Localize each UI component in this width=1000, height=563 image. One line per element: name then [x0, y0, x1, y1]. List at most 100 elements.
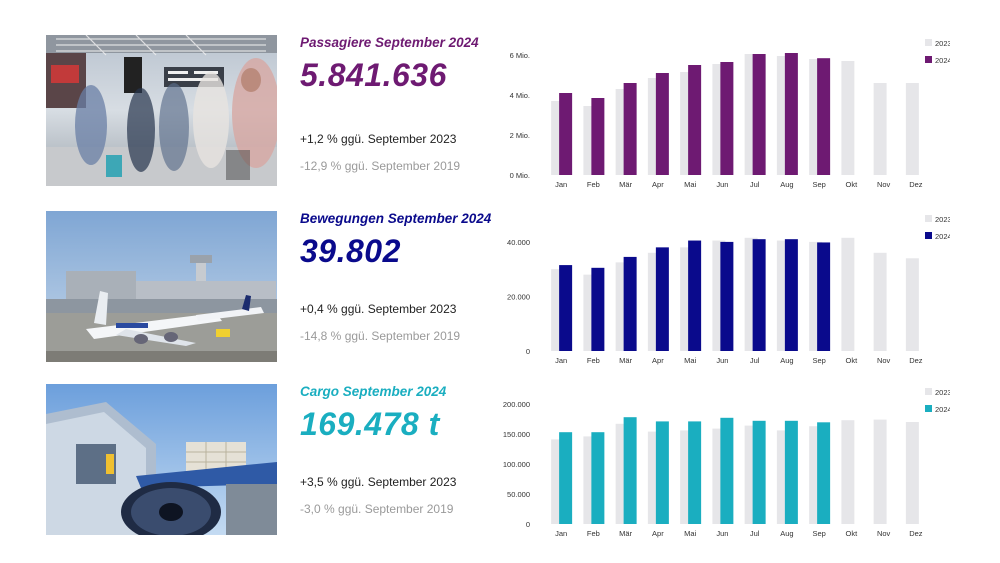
- bar-2024-Jun: [720, 417, 734, 524]
- x-tick-label: Mai: [684, 529, 696, 538]
- x-tick-label: Nov: [877, 529, 891, 538]
- passengers-cmp-2023: +1,2 % ggü. September 2023: [300, 132, 457, 146]
- bar-2024-Sep: [817, 422, 831, 524]
- x-tick-label: Jan: [555, 529, 567, 538]
- x-tick-label: Jul: [750, 180, 760, 189]
- bar-2024-Feb: [591, 432, 605, 524]
- bar-2023-Okt: [841, 420, 855, 524]
- bar-2024-Jun: [720, 241, 734, 351]
- x-tick-label: Sep: [812, 529, 825, 538]
- bar-2024-Jul: [752, 239, 766, 351]
- cargo-loading-photo: [46, 384, 277, 535]
- bar-2024-Mai: [688, 421, 702, 524]
- y-tick-label: 20.000: [507, 292, 530, 301]
- x-tick-label: Feb: [587, 356, 600, 365]
- movements-title: Bewegungen September 2024: [300, 211, 492, 226]
- bar-2023-Dez: [905, 422, 919, 524]
- y-tick-label: 40.000: [507, 238, 530, 247]
- cargo-cmp-2023: +3,5 % ggü. September 2023: [300, 475, 457, 489]
- bar-2023-Dez: [905, 258, 919, 351]
- aircraft-apron-photo: [46, 211, 277, 362]
- x-tick-label: Mai: [684, 356, 696, 365]
- bar-2024-Mär: [623, 256, 637, 351]
- y-tick-label: 100.000: [503, 460, 530, 469]
- airport-terminal-photo: [46, 35, 277, 186]
- x-tick-label: Sep: [812, 180, 825, 189]
- x-tick-label: Mai: [684, 180, 696, 189]
- bar-2024-Jul: [752, 54, 766, 175]
- bar-2023-Okt: [841, 237, 855, 351]
- bar-2024-Mai: [688, 240, 702, 351]
- bar-2024-Aug: [784, 239, 798, 351]
- legend-label: 2023: [935, 39, 950, 48]
- passengers-title: Passagiere September 2024: [300, 35, 479, 50]
- movements-cmp-2019: -14,8 % ggü. September 2019: [300, 329, 461, 343]
- legend-label: 2023: [935, 215, 950, 224]
- x-tick-label: Dez: [909, 529, 923, 538]
- y-tick-label: 2 Mio.: [510, 131, 530, 140]
- cargo-cmp-2019: -3,0 % ggü. September 2019: [300, 502, 454, 516]
- cargo-value: 169.478 t: [300, 406, 440, 442]
- x-tick-label: Dez: [909, 180, 923, 189]
- bar-2024-Feb: [591, 267, 605, 351]
- y-tick-label: 150.000: [503, 430, 530, 439]
- movements-chart: 0 20.000 40.000 Jan Feb Mär Apr Mai Jun Jul Aug Sep…: [507, 215, 950, 365]
- passengers-chart: 0 Mio. 2 Mio. 4 Mio. 6 Mio. Jan Feb Mär Apr Mai J…: [510, 39, 950, 189]
- movements-value: 39.802: [300, 233, 401, 269]
- movements-cmp-2023: +0,4 % ggü. September 2023: [300, 302, 457, 316]
- passengers-section: Passagiere September 2024 5.841.636 +1,2…: [0, 35, 1000, 195]
- x-tick-label: Aug: [780, 356, 793, 365]
- x-tick-label: Mär: [619, 356, 632, 365]
- bar-2023-Nov: [873, 419, 887, 524]
- bar-2024-Feb: [591, 98, 605, 175]
- bar-2024-Aug: [784, 420, 798, 524]
- bar-2023-Nov: [873, 252, 887, 351]
- bar-2024-Jun: [720, 62, 734, 175]
- x-tick-label: Jan: [555, 180, 567, 189]
- x-tick-label: Jan: [555, 356, 567, 365]
- bar-2023-Dez: [905, 83, 919, 175]
- y-tick-label: 4 Mio.: [510, 91, 530, 100]
- x-tick-label: Feb: [587, 180, 600, 189]
- legend-swatch-2023: [925, 215, 932, 222]
- x-tick-label: Jun: [716, 180, 728, 189]
- bar-2024-Sep: [817, 242, 831, 351]
- movements-section: Bewegungen September 2024 39.802 +0,4 % …: [0, 211, 1000, 371]
- bar-2024-Mai: [688, 65, 702, 175]
- x-tick-label: Jun: [716, 356, 728, 365]
- bar-2024-Mär: [623, 83, 637, 175]
- passengers-value: 5.841.636: [300, 57, 447, 93]
- legend-swatch-2024: [925, 232, 932, 239]
- x-tick-label: Jun: [716, 529, 728, 538]
- bar-2023-Okt: [841, 61, 855, 175]
- x-tick-label: Apr: [652, 180, 664, 189]
- bar-2024-Apr: [655, 247, 669, 351]
- legend-swatch-2024: [925, 56, 932, 63]
- bar-2024-Jan: [559, 432, 573, 524]
- legend-label: 2024: [935, 405, 950, 414]
- legend-swatch-2024: [925, 405, 932, 412]
- legend-swatch-2023: [925, 388, 932, 395]
- bar-2024-Mär: [623, 417, 637, 524]
- x-tick-label: Aug: [780, 529, 793, 538]
- legend-label: 2023: [935, 388, 950, 397]
- legend-label: 2024: [935, 232, 950, 241]
- bar-2024-Sep: [817, 58, 831, 176]
- bar-2024-Jan: [559, 265, 573, 351]
- y-tick-label: 0: [526, 520, 530, 529]
- cargo-section: Cargo September 2024 169.478 t +3,5 % gg…: [0, 384, 1000, 544]
- y-tick-label: 0 Mio.: [510, 171, 530, 180]
- x-tick-label: Apr: [652, 356, 664, 365]
- x-tick-label: Mär: [619, 180, 632, 189]
- bar-2024-Jan: [559, 93, 573, 175]
- passengers-cmp-2019: -12,9 % ggü. September 2019: [300, 159, 461, 173]
- bar-2024-Apr: [655, 421, 669, 524]
- cargo-title: Cargo September 2024: [300, 384, 447, 399]
- y-tick-label: 6 Mio.: [510, 51, 530, 60]
- x-tick-label: Feb: [587, 529, 600, 538]
- x-tick-label: Aug: [780, 180, 793, 189]
- x-tick-label: Jul: [750, 356, 760, 365]
- x-tick-label: Jul: [750, 529, 760, 538]
- bar-2024-Aug: [784, 53, 798, 175]
- bar-2024-Apr: [655, 73, 669, 175]
